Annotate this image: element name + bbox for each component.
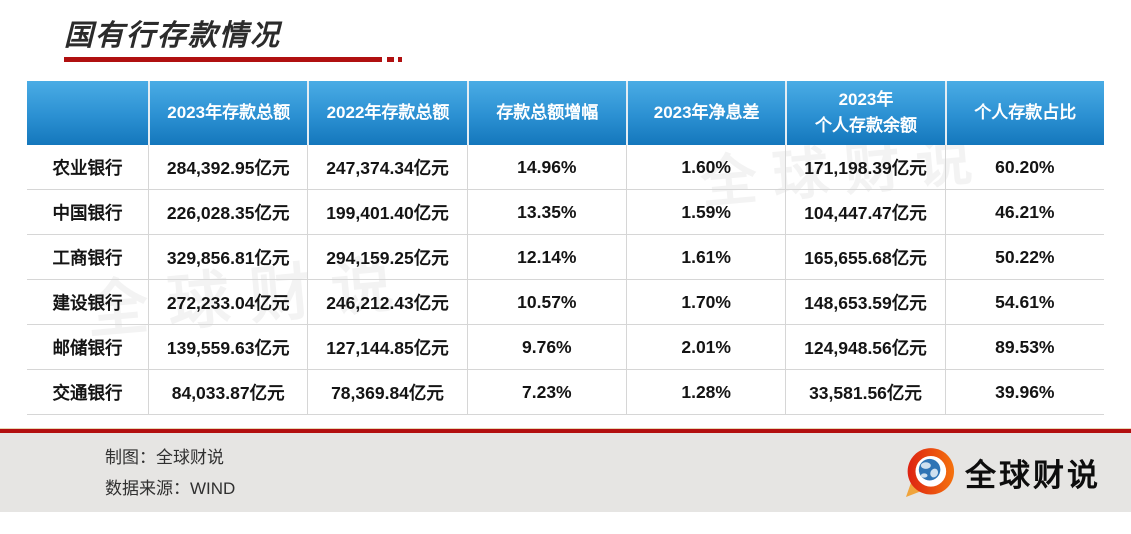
underline-dash bbox=[387, 57, 394, 62]
bank-name-cell: 工商银行 bbox=[52, 247, 123, 268]
value-cell: 104,447.47亿元 bbox=[785, 190, 944, 234]
value-cell: 1.59% bbox=[625, 190, 785, 234]
value-cell: 294,159.25亿元 bbox=[307, 235, 466, 279]
value-cell: 165,655.68亿元 bbox=[785, 235, 944, 279]
value-cell: 46.21% bbox=[944, 190, 1104, 234]
value-cell: 284,392.95亿元 bbox=[148, 145, 307, 189]
value-cell: 139,559.63亿元 bbox=[148, 325, 307, 369]
value-cell: 272,233.04亿元 bbox=[148, 280, 307, 324]
table-row: 农业银行 284,392.95亿元 247,374.34亿元 14.96% 1.60% 1… bbox=[27, 145, 1104, 189]
value-cell: 12.14% bbox=[466, 235, 626, 279]
footer-band: 制图：全球财说 数据来源：WIND bbox=[0, 433, 1131, 512]
source-line: 数据来源：WIND bbox=[105, 478, 236, 498]
underline-dot bbox=[398, 57, 402, 62]
bank-name-cell: 交通银行 bbox=[52, 382, 123, 403]
bank-name-cell: 农业银行 bbox=[52, 157, 123, 178]
column-header-4: 2023年净息差 bbox=[625, 81, 785, 145]
value-cell: 13.35% bbox=[466, 190, 626, 234]
bank-name-cell: 建设银行 bbox=[52, 292, 123, 313]
bank-name-cell: 邮储银行 bbox=[52, 337, 123, 358]
value-cell: 1.60% bbox=[625, 145, 785, 189]
value-cell: 9.76% bbox=[466, 325, 626, 369]
table-row: 中国银行 226,028.35亿元 199,401.40亿元 13.35% 1.59% 1… bbox=[27, 189, 1104, 234]
value-cell: 60.20% bbox=[944, 145, 1104, 189]
table-row: 交通银行 84,033.87亿元 78,369.84亿元 7.23% 1.28% 33,5… bbox=[27, 369, 1104, 414]
footer: 制图：全球财说 数据来源：WIND bbox=[0, 428, 1131, 512]
value-cell: 10.57% bbox=[466, 280, 626, 324]
footer-accent-line bbox=[0, 428, 1131, 433]
value-cell: 247,374.34亿元 bbox=[307, 145, 466, 189]
underline-bar bbox=[64, 57, 382, 62]
value-cell: 171,198.39亿元 bbox=[785, 145, 944, 189]
bank-name-cell: 中国银行 bbox=[52, 202, 123, 223]
value-cell: 1.28% bbox=[625, 370, 785, 414]
credit-line: 制图：全球财说 bbox=[105, 447, 224, 467]
page-title: 国有行存款情况 bbox=[64, 20, 282, 52]
table-header-row: 2023年存款总额 2022年存款总额 存款总额增幅 2023年净息差 2023年 个人… bbox=[27, 81, 1104, 145]
value-cell: 246,212.43亿元 bbox=[307, 280, 466, 324]
value-cell: 329,856.81亿元 bbox=[148, 235, 307, 279]
value-cell: 89.53% bbox=[944, 325, 1104, 369]
column-header-5: 2023年 个人存款余额 bbox=[785, 81, 944, 145]
value-cell: 33,581.56亿元 bbox=[785, 370, 944, 414]
bank-deposits-table: 2023年存款总额 2022年存款总额 存款总额增幅 2023年净息差 2023年 个人… bbox=[27, 81, 1104, 415]
value-cell: 1.61% bbox=[625, 235, 785, 279]
value-cell: 7.23% bbox=[466, 370, 626, 414]
value-cell: 84,033.87亿元 bbox=[148, 370, 307, 414]
table-body: 农业银行 284,392.95亿元 247,374.34亿元 14.96% 1.60% 1… bbox=[27, 145, 1104, 415]
value-cell: 14.96% bbox=[466, 145, 626, 189]
value-cell: 226,028.35亿元 bbox=[148, 190, 307, 234]
value-cell: 1.70% bbox=[625, 280, 785, 324]
footer-credits: 制图：全球财说 数据来源：WIND bbox=[0, 442, 235, 504]
value-cell: 39.96% bbox=[944, 370, 1104, 414]
value-cell: 54.61% bbox=[944, 280, 1104, 324]
column-header-1: 2023年存款总额 bbox=[148, 81, 307, 145]
column-header-2: 2022年存款总额 bbox=[307, 81, 466, 145]
value-cell: 127,144.85亿元 bbox=[307, 325, 466, 369]
column-header-3: 存款总额增幅 bbox=[466, 81, 626, 145]
column-header-0 bbox=[27, 81, 148, 145]
value-cell: 124,948.56亿元 bbox=[785, 325, 944, 369]
value-cell: 78,369.84亿元 bbox=[307, 370, 466, 414]
brand-block: 全球财说 bbox=[901, 445, 1131, 501]
table-row: 工商银行 329,856.81亿元 294,159.25亿元 12.14% 1.61% 1… bbox=[27, 234, 1104, 279]
value-cell: 2.01% bbox=[625, 325, 785, 369]
value-cell: 199,401.40亿元 bbox=[307, 190, 466, 234]
brand-name: 全球财说 bbox=[965, 458, 1101, 493]
value-cell: 50.22% bbox=[944, 235, 1104, 279]
title-underline bbox=[64, 57, 402, 62]
value-cell: 148,653.59亿元 bbox=[785, 280, 944, 324]
column-header-6: 个人存款占比 bbox=[944, 81, 1104, 145]
table-row: 邮储银行 139,559.63亿元 127,144.85亿元 9.76% 2.01% 12… bbox=[27, 324, 1104, 369]
table-row: 建设银行 272,233.04亿元 246,212.43亿元 10.57% 1.70% 1… bbox=[27, 279, 1104, 324]
globe-speech-bubble-logo-icon bbox=[905, 447, 955, 497]
